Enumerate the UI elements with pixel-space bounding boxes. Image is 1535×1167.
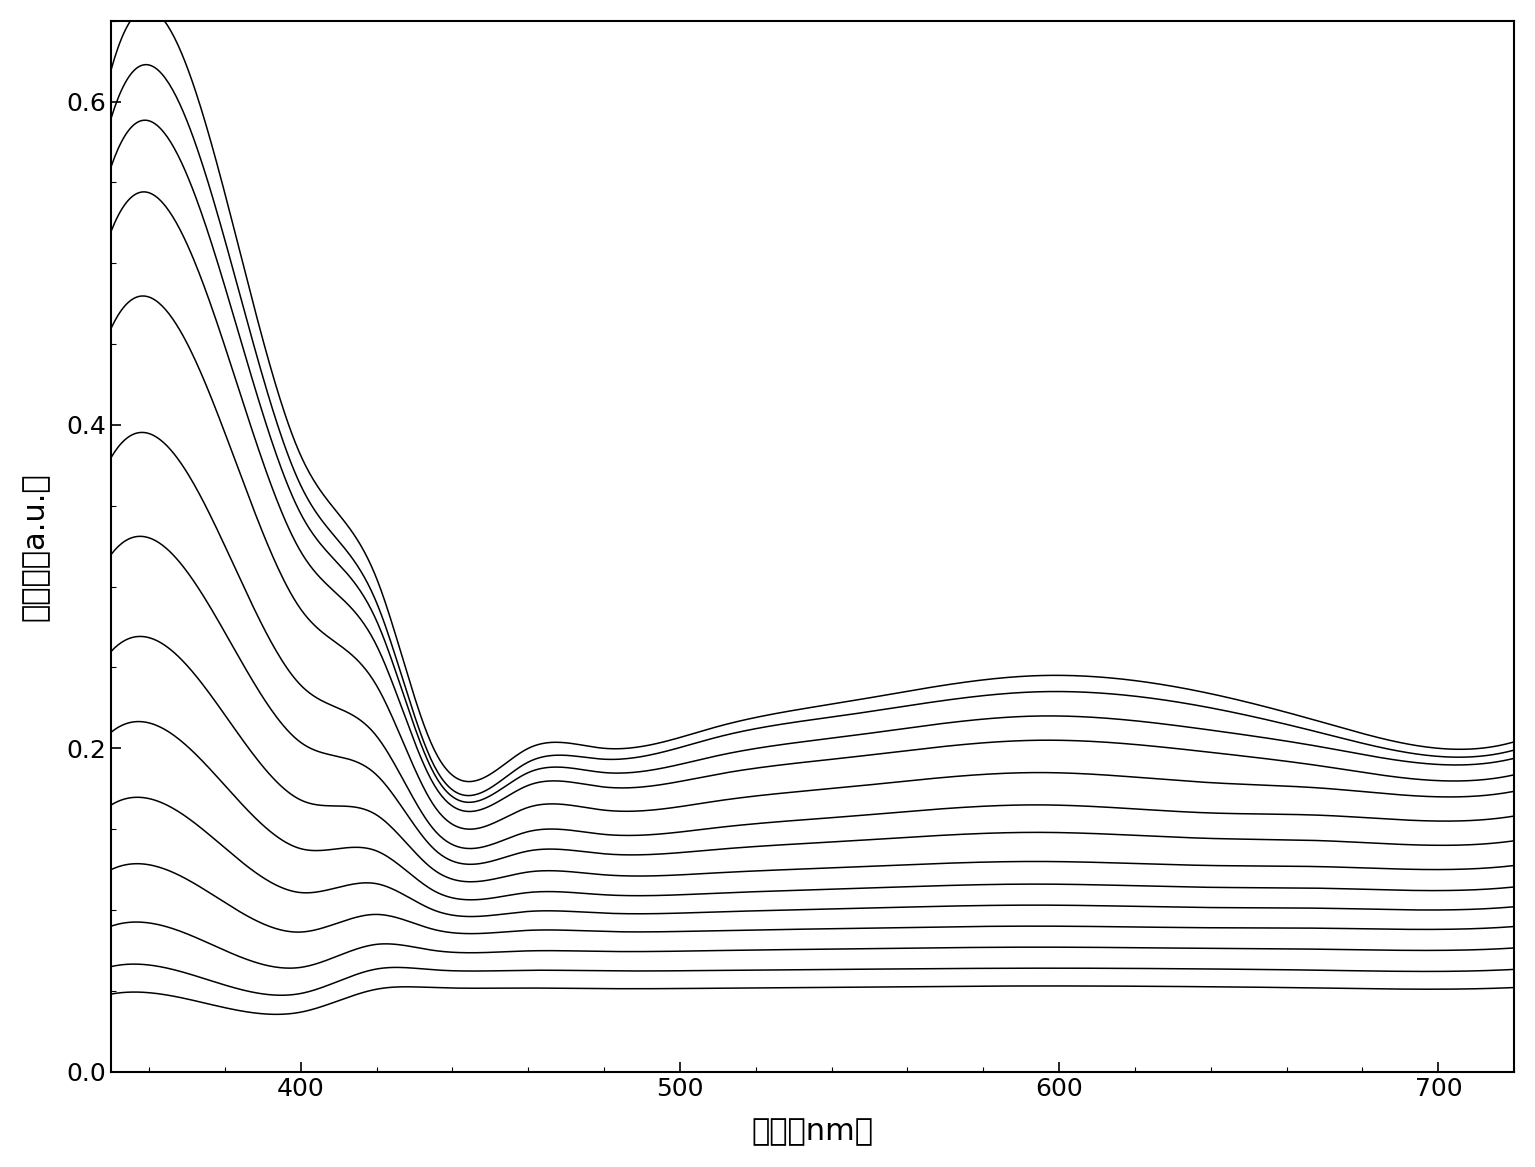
Y-axis label: 吸光度（a.u.）: 吸光度（a.u.） [21, 471, 49, 621]
X-axis label: 波长（nm）: 波长（nm） [752, 1117, 873, 1146]
